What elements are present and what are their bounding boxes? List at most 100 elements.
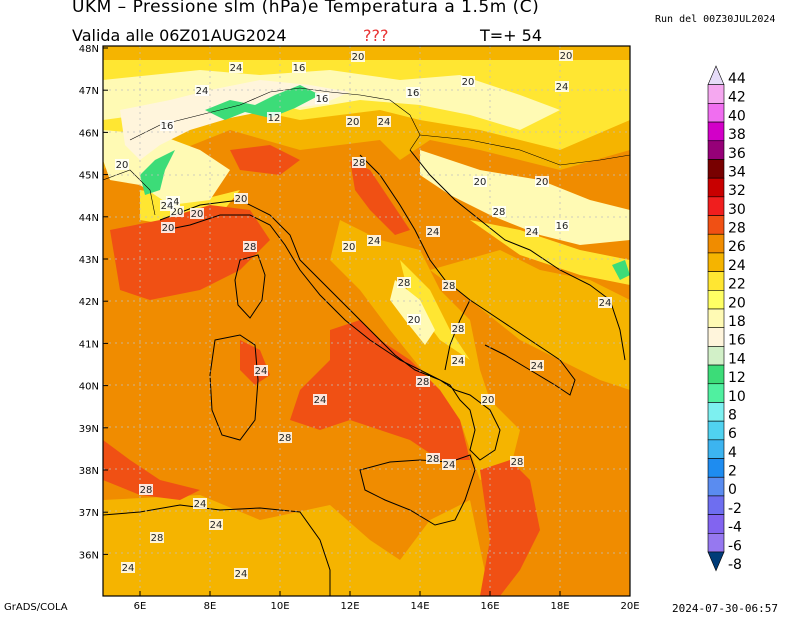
contour-label-bg xyxy=(234,193,248,204)
contour-label: 16 xyxy=(293,63,306,74)
lon-tick-label: 8E xyxy=(204,601,217,612)
contour-label: 24 xyxy=(599,298,612,309)
contour-label: 16 xyxy=(161,121,174,132)
colorbar-label: 30 xyxy=(728,202,746,218)
contour-label-bg xyxy=(416,376,430,387)
colorbar-swatch xyxy=(707,495,725,515)
colorbar-label: 34 xyxy=(728,164,746,180)
longitude-axis: 6E 8E 10E 12E 14E 16E 18E 20E xyxy=(134,591,640,612)
run-info: Run del 00Z30JUL2024 xyxy=(655,14,776,25)
colorbar-label: -4 xyxy=(728,520,742,536)
contour-label: 20 xyxy=(171,207,184,218)
lat-tick-label: 45N xyxy=(79,171,99,182)
lat-tick-label: 46N xyxy=(79,128,99,139)
contour-label: 28 xyxy=(151,533,164,544)
colorbar-label: 22 xyxy=(728,277,746,293)
map-frame xyxy=(102,45,631,597)
contour-label-bg xyxy=(292,62,306,73)
contour-label-bg xyxy=(193,498,207,509)
colorbar-swatch xyxy=(707,346,725,366)
contour-label: 28 xyxy=(427,454,440,465)
contour-label-bg xyxy=(150,532,164,543)
lat-tick-label: 37N xyxy=(79,508,99,519)
colorbar-label: 44 xyxy=(728,71,746,87)
contour-label: 24 xyxy=(235,569,248,580)
lon-tick-label: 12E xyxy=(340,601,359,612)
colorbar-label: 18 xyxy=(728,314,746,330)
colorbar-label: 24 xyxy=(728,258,746,274)
contour-label: 24 xyxy=(314,395,327,406)
contour-label: 24 xyxy=(443,460,456,471)
colorbar-label: 8 xyxy=(728,407,737,423)
contour-label: 28 xyxy=(140,485,153,496)
colorbar-label: -8 xyxy=(728,557,742,573)
contour-label-bg xyxy=(397,277,411,288)
colorbar-label: 32 xyxy=(728,183,746,199)
contour-label-bg xyxy=(139,484,153,495)
lat-tick-label: 41N xyxy=(79,339,99,350)
contour-label-bg xyxy=(426,453,440,464)
lat-tick-label: 42N xyxy=(79,297,99,308)
contour-label: 20 xyxy=(560,51,573,62)
forecast-step: T=+ 54 xyxy=(480,26,543,45)
colorbar-label: 42 xyxy=(728,90,746,106)
colorbar-label: 2 xyxy=(728,464,737,480)
colorbar-label: 36 xyxy=(728,146,746,162)
lat-tick-label: 43N xyxy=(79,255,99,266)
colorbar-swatch xyxy=(707,159,725,179)
latitude-axis: 48N 47N 46N 45N 44N 43N 42N 41N 40N 39N 38N 37N 36N xyxy=(79,44,108,561)
colorbar-swatch xyxy=(707,514,725,534)
band-10 xyxy=(140,85,630,280)
colorbar-label: 16 xyxy=(728,333,746,349)
lat-tick-label: 39N xyxy=(79,424,99,435)
contour-label-bg xyxy=(243,241,257,252)
contour-label-bg xyxy=(555,81,569,92)
colorbar-swatch xyxy=(707,84,725,104)
contour-label-bg xyxy=(555,220,569,231)
colorbar-label: 20 xyxy=(728,295,746,311)
colorbar-swatch xyxy=(707,177,725,198)
contour-label: 28 xyxy=(244,242,257,253)
colorbar-swatch xyxy=(707,533,725,553)
contour-label: 24 xyxy=(210,520,223,531)
contour-label: 24 xyxy=(255,366,268,377)
contour-label-bg xyxy=(160,120,174,131)
gridlines xyxy=(103,46,630,596)
colorbar-swatch xyxy=(707,458,725,478)
lon-tick-label: 14E xyxy=(410,601,429,612)
contour-label-bg xyxy=(426,226,440,237)
colorbar-swatch xyxy=(707,551,725,572)
colorbar-swatch xyxy=(707,327,725,347)
colorbar: 4442403836343230282624222018161412108642… xyxy=(707,65,746,573)
contour-label-bg xyxy=(461,76,475,87)
contour-label: 28 xyxy=(353,158,366,169)
contour-label-bg xyxy=(442,459,456,470)
contour-label-bg xyxy=(115,159,129,170)
contour-label: 20 xyxy=(235,194,248,205)
colorbar-swatch xyxy=(707,402,725,422)
colorbar-swatch xyxy=(707,252,725,272)
lon-tick-label: 6E xyxy=(134,601,147,612)
contour-label: 24 xyxy=(531,361,544,372)
contour-label-bg xyxy=(559,50,573,61)
contour-label-bg xyxy=(492,206,506,217)
contour-label-bg xyxy=(254,365,268,376)
lat-tick-label: 48N xyxy=(79,44,99,55)
contour-label: 24 xyxy=(161,201,174,212)
colorbar-swatch xyxy=(707,196,725,216)
contour-label-bg xyxy=(407,314,421,325)
contour-label-bg xyxy=(346,116,360,127)
contour-label-bg xyxy=(598,297,612,308)
contour-label: 24 xyxy=(368,236,381,247)
contour-label-bg xyxy=(160,200,174,211)
contour-label-bg xyxy=(121,562,135,573)
band-28 xyxy=(103,145,540,596)
lat-tick-label: 38N xyxy=(79,466,99,477)
footer-timestamp: 2024-07-30-06:57 xyxy=(672,602,778,615)
contour-label-bg xyxy=(481,394,495,405)
contour-label: 28 xyxy=(417,377,430,388)
contour-label-bg xyxy=(313,394,327,405)
contour-label-bg xyxy=(278,432,292,443)
colorbar-label: 12 xyxy=(728,370,746,386)
